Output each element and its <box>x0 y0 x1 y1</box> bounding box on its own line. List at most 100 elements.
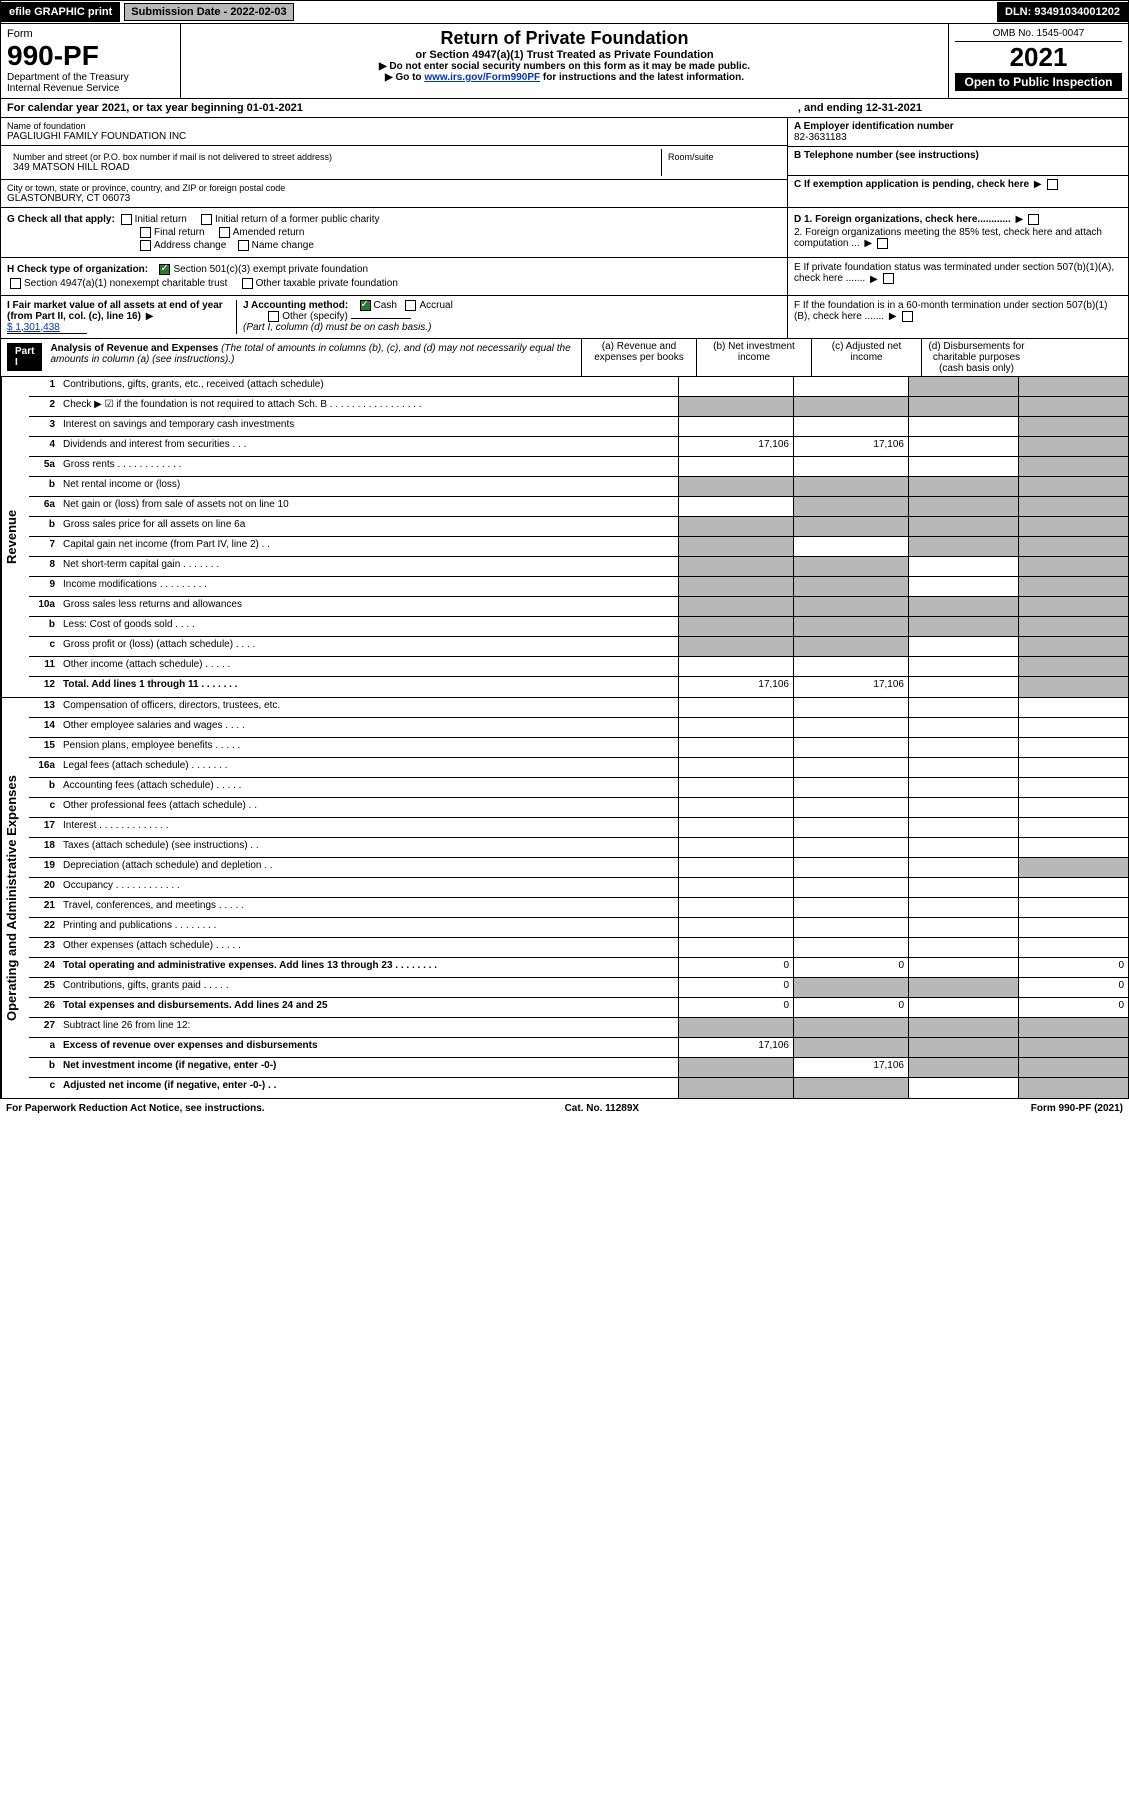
cell-col-c <box>908 517 1018 536</box>
row-description: Other professional fees (attach schedule… <box>59 798 678 817</box>
row-description: Occupancy . . . . . . . . . . . . <box>59 878 678 897</box>
cell-col-a <box>678 457 793 476</box>
row-number: 5a <box>29 457 59 476</box>
cell-col-a <box>678 377 793 396</box>
cell-col-a <box>678 918 793 937</box>
h-4947-checkbox[interactable] <box>10 278 21 289</box>
cell-col-c <box>908 758 1018 777</box>
foundation-info: Name of foundation PAGLIUGHI FAMILY FOUN… <box>0 118 1129 208</box>
row-description: Net short-term capital gain . . . . . . … <box>59 557 678 576</box>
cell-col-b <box>793 397 908 416</box>
cell-col-d <box>1018 637 1128 656</box>
row-number: 25 <box>29 978 59 997</box>
row-number: 24 <box>29 958 59 977</box>
form-subtitle: or Section 4947(a)(1) Trust Treated as P… <box>187 49 942 61</box>
cell-col-b: 17,106 <box>793 1058 908 1077</box>
g-final-return-checkbox[interactable] <box>140 227 151 238</box>
table-row: 18Taxes (attach schedule) (see instructi… <box>29 838 1128 858</box>
cell-col-a <box>678 617 793 636</box>
table-row: aExcess of revenue over expenses and dis… <box>29 1038 1128 1058</box>
cell-col-b: 0 <box>793 958 908 977</box>
table-row: 19Depreciation (attach schedule) and dep… <box>29 858 1128 878</box>
section-g-d: G Check all that apply: Initial return I… <box>0 208 1129 258</box>
submission-date-button[interactable]: Submission Date - 2022-02-03 <box>124 3 293 21</box>
g-address-change-checkbox[interactable] <box>140 240 151 251</box>
table-row: 10aGross sales less returns and allowanc… <box>29 597 1128 617</box>
cell-col-a: 17,106 <box>678 1038 793 1057</box>
cell-col-c <box>908 577 1018 596</box>
i-fmv-value[interactable]: $ 1,301,438 <box>7 322 87 334</box>
cell-col-d <box>1018 778 1128 797</box>
cell-col-a <box>678 778 793 797</box>
table-row: 14Other employee salaries and wages . . … <box>29 718 1128 738</box>
e-checkbox[interactable] <box>883 273 894 284</box>
row-number: 10a <box>29 597 59 616</box>
cell-col-c <box>908 397 1018 416</box>
table-row: 2Check ▶ ☑ if the foundation is not requ… <box>29 397 1128 417</box>
cell-col-b <box>793 918 908 937</box>
c-checkbox[interactable] <box>1047 179 1058 190</box>
j-other-checkbox[interactable] <box>268 311 279 322</box>
g-initial-return-checkbox[interactable] <box>121 214 132 225</box>
cell-col-c <box>908 1058 1018 1077</box>
table-row: 1Contributions, gifts, grants, etc., rec… <box>29 377 1128 397</box>
d2-checkbox[interactable] <box>877 238 888 249</box>
cell-col-d <box>1018 698 1128 717</box>
cell-col-d <box>1018 838 1128 857</box>
g-amended-return-checkbox[interactable] <box>219 227 230 238</box>
cell-col-d <box>1018 798 1128 817</box>
row-number: a <box>29 1038 59 1057</box>
row-number: 19 <box>29 858 59 877</box>
row-number: 20 <box>29 878 59 897</box>
h-other-taxable-checkbox[interactable] <box>242 278 253 289</box>
d1-checkbox[interactable] <box>1028 214 1039 225</box>
j-cash-checkbox[interactable] <box>360 300 371 311</box>
cell-col-c <box>908 938 1018 957</box>
table-row: 3Interest on savings and temporary cash … <box>29 417 1128 437</box>
cell-col-d <box>1018 758 1128 777</box>
row-description: Depreciation (attach schedule) and deple… <box>59 858 678 877</box>
cell-col-c <box>908 677 1018 697</box>
footer-form: Form 990-PF (2021) <box>1031 1103 1123 1114</box>
ein-value: 82-3631183 <box>794 132 1122 143</box>
cell-col-b <box>793 637 908 656</box>
cell-col-a <box>678 397 793 416</box>
open-inspection-label: Open to Public Inspection <box>955 73 1122 91</box>
part-i-header-row: Part I Analysis of Revenue and Expenses … <box>0 339 1129 377</box>
g-name-change-checkbox[interactable] <box>238 240 249 251</box>
table-row: 6aNet gain or (loss) from sale of assets… <box>29 497 1128 517</box>
cell-col-b <box>793 457 908 476</box>
row-number: 4 <box>29 437 59 456</box>
table-row: 22Printing and publications . . . . . . … <box>29 918 1128 938</box>
instructions-link[interactable]: www.irs.gov/Form990PF <box>424 72 540 83</box>
table-row: bNet rental income or (loss) <box>29 477 1128 497</box>
row-description: Accounting fees (attach schedule) . . . … <box>59 778 678 797</box>
table-row: 7Capital gain net income (from Part IV, … <box>29 537 1128 557</box>
cell-col-a <box>678 557 793 576</box>
row-number: b <box>29 477 59 496</box>
row-description: Contributions, gifts, grants paid . . . … <box>59 978 678 997</box>
cell-col-d <box>1018 597 1128 616</box>
cell-col-b <box>793 1038 908 1057</box>
cell-col-d <box>1018 377 1128 396</box>
table-row: 27Subtract line 26 from line 12: <box>29 1018 1128 1038</box>
j-accrual-checkbox[interactable] <box>405 300 416 311</box>
cell-col-b <box>793 718 908 737</box>
part-i-badge: Part I <box>7 343 42 371</box>
cell-col-a: 0 <box>678 998 793 1017</box>
cell-col-d: 0 <box>1018 998 1128 1017</box>
cell-col-a <box>678 938 793 957</box>
table-row: 26Total expenses and disbursements. Add … <box>29 998 1128 1018</box>
cell-col-c <box>908 657 1018 676</box>
cell-col-d <box>1018 457 1128 476</box>
table-row: 8Net short-term capital gain . . . . . .… <box>29 557 1128 577</box>
row-description: Total operating and administrative expen… <box>59 958 678 977</box>
cell-col-b <box>793 778 908 797</box>
h-501c3-checkbox[interactable] <box>159 264 170 275</box>
row-number: 7 <box>29 537 59 556</box>
i-label: I Fair market value of all assets at end… <box>7 300 223 322</box>
f-checkbox[interactable] <box>902 311 913 322</box>
footer: For Paperwork Reduction Act Notice, see … <box>0 1099 1129 1118</box>
g-initial-former-checkbox[interactable] <box>201 214 212 225</box>
tax-year: 2021 <box>955 42 1122 73</box>
